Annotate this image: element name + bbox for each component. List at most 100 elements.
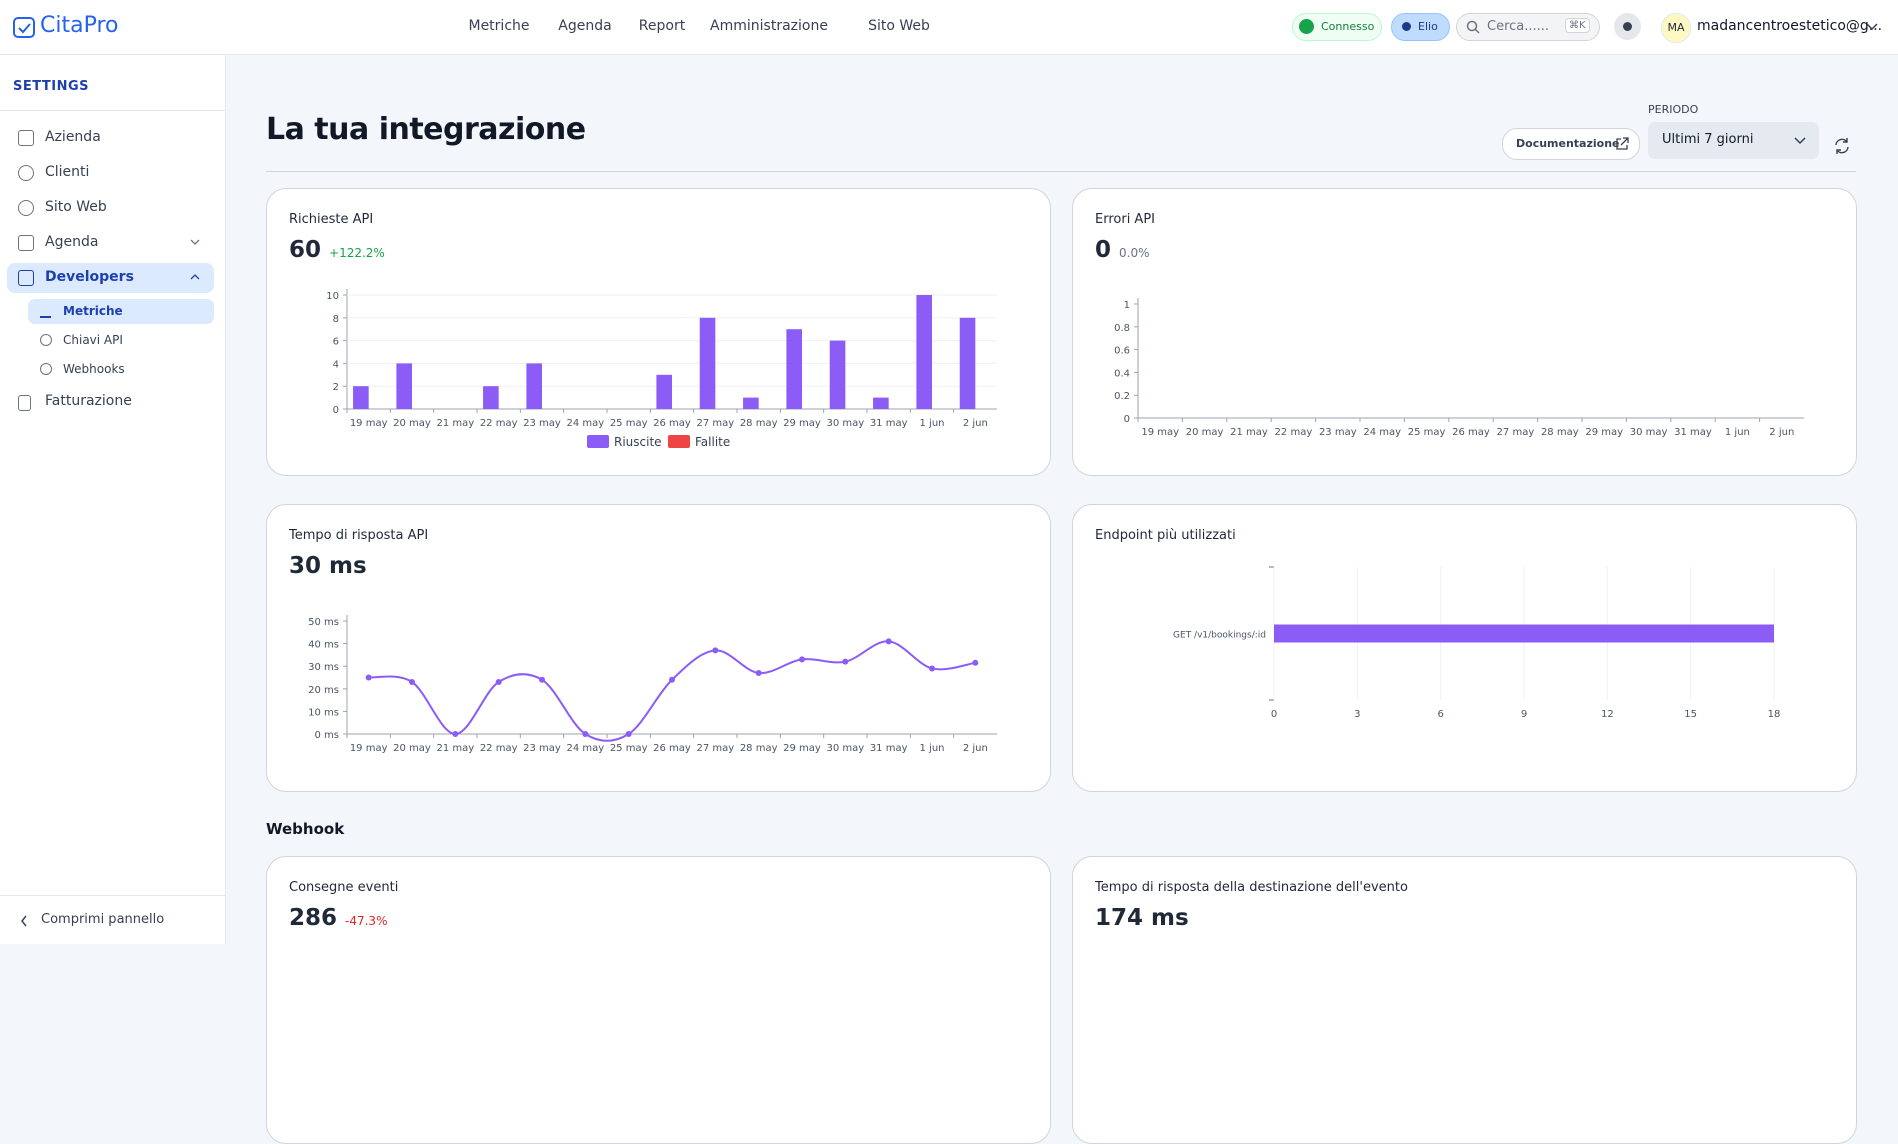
- chevron: [190, 274, 200, 280]
- icon: [18, 395, 31, 411]
- collapse[interactable]: Comprimi pannello: [41, 912, 165, 927]
- card-title: Tempo di risposta API: [289, 528, 429, 543]
- point: [972, 659, 979, 666]
- x-tick-label: 21 may: [436, 743, 474, 754]
- sidebar: SETTINGS Azienda Clienti Sito Web Agenda…: [0, 55, 226, 944]
- x-tick-label: 30 may: [826, 743, 864, 754]
- sidebar-item[interactable]: Developers: [45, 269, 134, 285]
- point: [365, 674, 372, 681]
- point: [495, 679, 502, 686]
- status-text: Connesso: [1321, 20, 1375, 33]
- sidebar-subitem[interactable]: Webhooks: [63, 362, 125, 376]
- icon: [18, 130, 34, 146]
- y-tick-label: 0.2: [1114, 391, 1130, 402]
- header-divider: [266, 171, 1856, 172]
- x-tick-label: 24 may: [566, 418, 604, 429]
- x-tick-label: 25 may: [1408, 427, 1446, 438]
- x-tick-label: 26 may: [653, 418, 691, 429]
- x-tick-label: 29 may: [783, 743, 821, 754]
- card: Errori API 0 0.0% 0 0.2 0.4 0.6 0.8 1 19 may 20 …: [1072, 188, 1857, 476]
- y-tick-label: 0.6: [1114, 346, 1130, 357]
- menu-item[interactable]: Amministrazione: [710, 18, 828, 34]
- value: 0: [1095, 237, 1112, 263]
- menu-item[interactable]: Report: [638, 18, 686, 34]
- x-tick-label: 2 jun: [963, 743, 988, 754]
- search[interactable]: Cerca...... ⌘K: [1456, 13, 1600, 41]
- y-tick-label: 4: [333, 359, 339, 370]
- bar: [916, 295, 932, 409]
- menu-item[interactable]: Agenda: [558, 18, 612, 34]
- point: [842, 658, 849, 665]
- bar: [353, 386, 369, 409]
- x-tick-label: 20 may: [393, 418, 431, 429]
- y-tick-label: 8: [333, 314, 339, 325]
- chart: 0 2 4 6 8 10 19 may 20 may 21 may 22 may 23 may 24 …: [326, 289, 997, 449]
- bar: [483, 386, 499, 409]
- divider: [0, 110, 225, 111]
- sidebar-item[interactable]: Agenda: [45, 234, 99, 250]
- x-tick-label: 21 may: [436, 418, 474, 429]
- period-label: PERIODO: [1648, 103, 1699, 116]
- x-tick-label: 2 jun: [963, 418, 988, 429]
- x-tick-label: 23 may: [523, 418, 561, 429]
- card: Endpoint più utilizzati 0 3 6 9 12 15 18 GET /v…: [1072, 504, 1857, 792]
- card-value: 286 -47.3%: [289, 905, 387, 931]
- point: [669, 676, 675, 683]
- icon: [18, 200, 34, 216]
- period-value: Ultimi 7 giorni: [1662, 132, 1754, 147]
- x-tick-label: 28 may: [1541, 427, 1579, 438]
- refresh-icon[interactable]: [1833, 137, 1851, 155]
- x-tick-label: 26 may: [1452, 427, 1490, 438]
- sidebar-item[interactable]: Fatturazione: [45, 393, 132, 409]
- avatar[interactable]: MA: [1661, 13, 1691, 43]
- x-tick-label: 31 may: [870, 743, 908, 754]
- sidebar-subitem[interactable]: Chiavi API: [63, 333, 123, 347]
- bar: [396, 363, 412, 409]
- sidebar-item[interactable]: Clienti: [45, 164, 90, 180]
- period-select[interactable]: Ultimi 7 giorni: [1648, 122, 1819, 159]
- x-tick-label: 25 may: [610, 418, 648, 429]
- y-tick-label: 20 ms: [308, 685, 339, 696]
- icon: [40, 305, 51, 318]
- user-chip[interactable]: Elio: [1391, 13, 1450, 41]
- point: [409, 679, 415, 686]
- point: [755, 669, 762, 676]
- card-value: 60 +122.2%: [289, 237, 385, 263]
- y-tick-label: 0 ms: [315, 730, 340, 741]
- y-tick-label: 0: [333, 405, 339, 416]
- y-tick-label: 0.8: [1114, 323, 1130, 334]
- theme-toggle[interactable]: [1614, 13, 1641, 40]
- status-pill[interactable]: Connesso: [1292, 13, 1382, 41]
- point: [885, 638, 892, 645]
- point: [799, 656, 805, 663]
- y-tick-label: 30 ms: [308, 662, 339, 673]
- card-value: 174 ms: [1095, 905, 1189, 931]
- bar: [873, 397, 889, 409]
- menu-item[interactable]: Metriche: [468, 18, 530, 34]
- logo[interactable]: CitaPro: [40, 13, 119, 38]
- icon: [18, 270, 34, 286]
- x-tick-label: 29 may: [1585, 427, 1623, 438]
- legend-swatch: [587, 435, 609, 448]
- x-tick-label: 20 may: [393, 743, 431, 754]
- point: [539, 676, 545, 683]
- sidebar-subitem[interactable]: Metriche: [63, 304, 123, 318]
- y-tick-label: 10: [326, 291, 339, 302]
- docs-button[interactable]: Documentazione: [1502, 128, 1640, 160]
- active-subitem: [28, 299, 214, 324]
- chevron: [21, 915, 27, 927]
- card: Tempo di risposta della destinazione del…: [1072, 856, 1857, 1144]
- menu-item[interactable]: Sito Web: [868, 18, 930, 34]
- point: [929, 665, 935, 672]
- sidebar-item[interactable]: Azienda: [45, 129, 101, 145]
- x-tick-label: 1 jun: [920, 743, 945, 754]
- email[interactable]: madancentroestetico@g...: [1697, 18, 1883, 34]
- bar: [786, 329, 802, 409]
- card-title: Tempo di risposta della destinazione del…: [1095, 880, 1408, 895]
- x-tick-label: 23 may: [523, 743, 561, 754]
- sidebar-item[interactable]: Sito Web: [45, 199, 107, 215]
- x-tick-label: 2 jun: [1769, 427, 1794, 438]
- x-tick-label: 30 may: [1630, 427, 1668, 438]
- chip-text: Elio: [1418, 20, 1438, 33]
